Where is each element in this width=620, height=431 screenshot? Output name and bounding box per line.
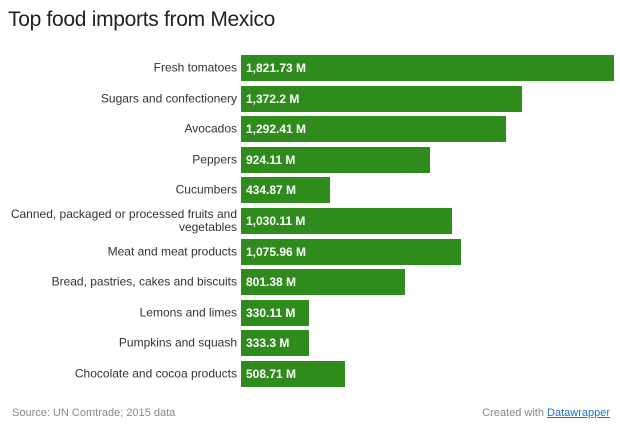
value-label: 924.11 M bbox=[246, 152, 296, 167]
value-label: 1,821.73 M bbox=[246, 61, 307, 75]
category-label: Fresh tomatoes bbox=[153, 60, 237, 75]
bar bbox=[241, 116, 506, 143]
bar bbox=[241, 330, 310, 357]
value-label: 508.71 M bbox=[246, 367, 297, 381]
value-label: 1,292.41 M bbox=[246, 122, 307, 137]
bar bbox=[241, 177, 331, 204]
category-label: Bread, pastries, cakes and biscuits bbox=[51, 274, 237, 289]
value-label: 1,030.11 M bbox=[246, 214, 306, 228]
bar bbox=[241, 208, 452, 234]
value-label: 1,075.96 M bbox=[246, 244, 307, 259]
credit-link[interactable]: Datawrapper bbox=[547, 407, 610, 419]
value-label: 330.11 M bbox=[246, 305, 296, 320]
category-label: Sugars and confectionery bbox=[100, 91, 237, 106]
bar bbox=[241, 146, 431, 173]
category-label: Peppers bbox=[192, 152, 237, 167]
value-label: 333.3 M bbox=[246, 336, 290, 351]
bar bbox=[241, 269, 406, 296]
source: Source: UN Comtrade; 2015 data bbox=[12, 407, 176, 419]
bar bbox=[241, 85, 522, 112]
category-label: Meat and meat products bbox=[107, 244, 237, 259]
category-label: Cucumbers bbox=[175, 182, 237, 197]
bar bbox=[241, 55, 614, 81]
bar bbox=[241, 361, 346, 387]
value-label: 434.87 M bbox=[246, 183, 297, 198]
credit: Created with Datawrapper bbox=[482, 407, 610, 419]
category-label: Pumpkins and squash bbox=[118, 335, 237, 350]
category-label: Avocados bbox=[184, 121, 237, 136]
category-label: Lemons and limes bbox=[139, 305, 237, 320]
category-label: Canned, packaged or processed fruits and… bbox=[10, 207, 237, 234]
value-label: 1,372.2 M bbox=[246, 91, 300, 106]
category-label: Chocolate and cocoa products bbox=[74, 366, 237, 381]
bar bbox=[241, 299, 309, 326]
credit-text: Created with bbox=[482, 407, 544, 419]
value-label: 801.38 M bbox=[246, 275, 297, 290]
chart-title: Top food imports from Mexico bbox=[8, 8, 276, 31]
bar bbox=[241, 238, 462, 265]
